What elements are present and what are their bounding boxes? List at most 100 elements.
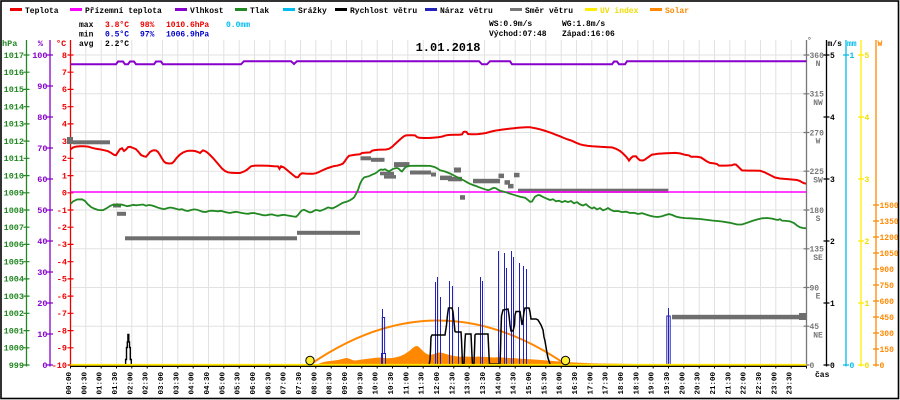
svg-text:min: min bbox=[79, 31, 94, 40]
svg-text:05:30: 05:30 bbox=[235, 371, 243, 394]
svg-text:02:30: 02:30 bbox=[143, 371, 151, 394]
svg-text:0: 0 bbox=[830, 362, 835, 371]
svg-text:1006.9hPa: 1006.9hPa bbox=[166, 31, 209, 40]
svg-text:50: 50 bbox=[37, 206, 47, 216]
svg-text:90: 90 bbox=[810, 284, 820, 293]
svg-text:06:00: 06:00 bbox=[250, 371, 258, 394]
svg-text:1017: 1017 bbox=[4, 51, 24, 61]
svg-text:m/s: m/s bbox=[828, 40, 843, 49]
svg-text:-3: -3 bbox=[57, 240, 67, 250]
svg-text:09:30: 09:30 bbox=[357, 371, 365, 394]
svg-text:30: 30 bbox=[37, 268, 47, 278]
svg-text:S: S bbox=[816, 215, 821, 224]
svg-text:1007: 1007 bbox=[4, 223, 24, 233]
svg-text:SW: SW bbox=[813, 176, 823, 185]
svg-text:-8: -8 bbox=[57, 326, 67, 336]
svg-text:999: 999 bbox=[9, 361, 24, 371]
svg-text:1004: 1004 bbox=[4, 275, 24, 285]
svg-text:750: 750 bbox=[880, 282, 895, 291]
svg-text:Tlak: Tlak bbox=[250, 7, 269, 16]
svg-text:19:30: 19:30 bbox=[664, 371, 672, 394]
svg-text:1010.6hPa: 1010.6hPa bbox=[166, 21, 209, 30]
svg-text:1200: 1200 bbox=[880, 234, 899, 243]
svg-text:Rychlost větru: Rychlost větru bbox=[350, 7, 417, 16]
svg-text:1014: 1014 bbox=[4, 102, 24, 112]
svg-text:°: ° bbox=[807, 37, 812, 46]
svg-text:mm: mm bbox=[847, 40, 857, 49]
svg-text:W: W bbox=[816, 138, 821, 147]
svg-text:00:00: 00:00 bbox=[66, 371, 74, 394]
svg-text:WS:0.9m/s: WS:0.9m/s bbox=[489, 20, 532, 29]
svg-text:0: 0 bbox=[850, 362, 855, 371]
svg-text:900: 900 bbox=[880, 266, 895, 275]
svg-text:-7: -7 bbox=[57, 309, 67, 319]
svg-text:14:00: 14:00 bbox=[495, 371, 503, 394]
svg-text:4: 4 bbox=[865, 114, 870, 123]
svg-text:1350: 1350 bbox=[880, 218, 899, 227]
svg-text:02:00: 02:00 bbox=[127, 371, 135, 394]
svg-text:22:30: 22:30 bbox=[756, 371, 764, 394]
svg-text:23:30: 23:30 bbox=[787, 371, 795, 394]
svg-text:-1: -1 bbox=[57, 206, 67, 216]
svg-text:300: 300 bbox=[880, 330, 895, 339]
svg-text:04:30: 04:30 bbox=[204, 371, 212, 394]
svg-text:0: 0 bbox=[62, 189, 67, 199]
svg-text:SE: SE bbox=[813, 254, 823, 263]
svg-text:12:00: 12:00 bbox=[434, 371, 442, 394]
svg-text:E: E bbox=[816, 293, 821, 302]
svg-text:3: 3 bbox=[62, 137, 67, 147]
svg-text:čas: čas bbox=[815, 371, 830, 380]
svg-text:08:30: 08:30 bbox=[327, 371, 335, 394]
svg-text:150: 150 bbox=[880, 346, 895, 355]
svg-text:WG:1.8m/s: WG:1.8m/s bbox=[562, 20, 605, 29]
svg-text:16:30: 16:30 bbox=[572, 371, 580, 394]
svg-text:16:00: 16:00 bbox=[557, 371, 565, 394]
svg-text:UV index: UV index bbox=[600, 7, 639, 16]
svg-text:-6: -6 bbox=[57, 292, 67, 302]
svg-text:-9: -9 bbox=[57, 344, 67, 354]
svg-text:Směr větru: Směr větru bbox=[525, 7, 573, 16]
svg-text:avg: avg bbox=[79, 40, 94, 49]
svg-text:20:30: 20:30 bbox=[695, 371, 703, 394]
svg-text:1009: 1009 bbox=[4, 189, 24, 199]
svg-text:-10: -10 bbox=[52, 361, 67, 371]
svg-text:05:00: 05:00 bbox=[219, 371, 227, 394]
svg-text:-4: -4 bbox=[57, 257, 67, 267]
svg-text:450: 450 bbox=[880, 314, 895, 323]
svg-text:5: 5 bbox=[830, 52, 835, 61]
svg-text:17:00: 17:00 bbox=[587, 371, 595, 394]
svg-text:0: 0 bbox=[810, 362, 815, 371]
svg-text:04:00: 04:00 bbox=[189, 371, 197, 394]
svg-text:W: W bbox=[878, 40, 883, 49]
svg-text:1008: 1008 bbox=[4, 206, 24, 216]
svg-text:1000: 1000 bbox=[4, 344, 24, 354]
svg-text:8: 8 bbox=[62, 51, 67, 61]
svg-text:01:30: 01:30 bbox=[112, 371, 120, 394]
svg-text:270: 270 bbox=[810, 129, 825, 138]
svg-text:1001: 1001 bbox=[4, 326, 24, 336]
svg-text:1003: 1003 bbox=[4, 292, 24, 302]
svg-text:NE: NE bbox=[813, 331, 823, 340]
svg-text:°C: °C bbox=[56, 39, 66, 49]
svg-text:11:00: 11:00 bbox=[403, 371, 411, 394]
svg-text:0: 0 bbox=[880, 362, 885, 371]
svg-text:1002: 1002 bbox=[4, 309, 24, 319]
svg-text:21:30: 21:30 bbox=[725, 371, 733, 394]
svg-text:0.0mm: 0.0mm bbox=[226, 21, 250, 30]
svg-text:1: 1 bbox=[830, 300, 835, 309]
svg-text:Východ:07:48: Východ:07:48 bbox=[489, 30, 547, 39]
svg-text:Srážky: Srážky bbox=[298, 7, 327, 16]
svg-text:0.5°C: 0.5°C bbox=[105, 31, 129, 40]
svg-text:6: 6 bbox=[62, 85, 67, 95]
svg-text:2: 2 bbox=[865, 238, 870, 247]
svg-text:0: 0 bbox=[865, 362, 870, 371]
svg-text:13:30: 13:30 bbox=[480, 371, 488, 394]
svg-text:14:30: 14:30 bbox=[511, 371, 519, 394]
svg-text:97%: 97% bbox=[140, 31, 155, 40]
svg-text:1005: 1005 bbox=[4, 257, 24, 267]
svg-text:23:00: 23:00 bbox=[771, 371, 779, 394]
svg-text:10:00: 10:00 bbox=[373, 371, 381, 394]
svg-text:100: 100 bbox=[32, 51, 47, 61]
svg-text:-2: -2 bbox=[57, 223, 67, 233]
svg-text:03:00: 03:00 bbox=[158, 371, 166, 394]
